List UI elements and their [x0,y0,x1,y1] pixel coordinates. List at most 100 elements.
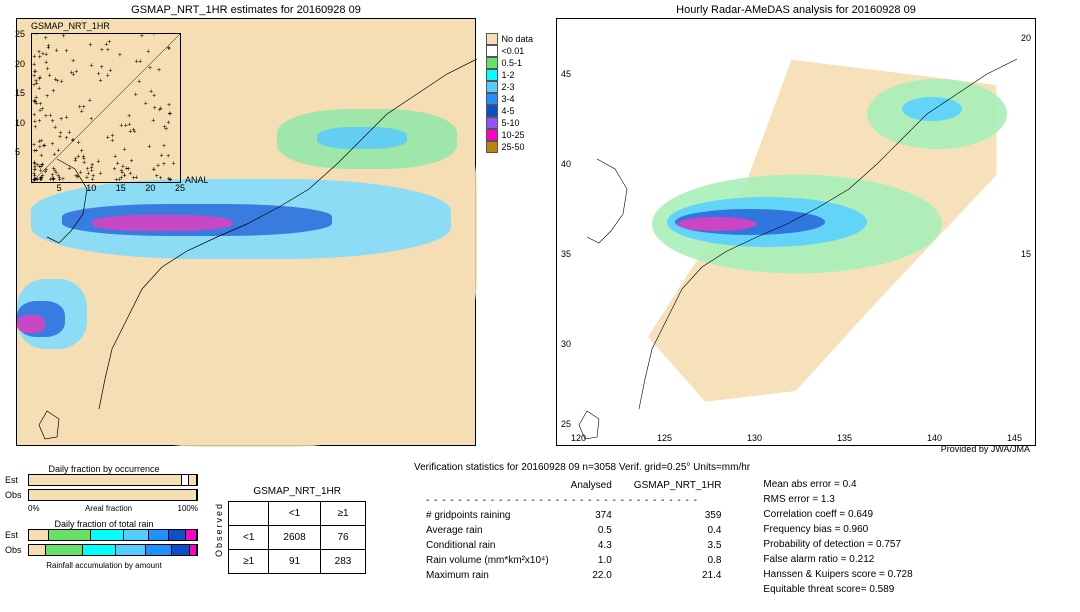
legend-label: 2-3 [501,82,514,92]
svg-text:+: + [144,100,148,107]
svg-text:+: + [45,93,49,100]
right-map-title: Hourly Radar-AMeDAS analysis for 2016092… [556,4,1036,16]
svg-text:+: + [82,160,86,167]
svg-text:+: + [114,177,118,182]
metric-line: Mean abs error = 0.4 [763,477,912,492]
svg-text:+: + [38,177,42,182]
svg-text:+: + [32,61,36,68]
y-tick-right: 20 [1021,33,1031,43]
svg-text:+: + [112,166,116,173]
svg-text:+: + [33,176,37,182]
svg-text:+: + [118,52,122,59]
svg-text:+: + [91,177,95,182]
svg-text:+: + [86,170,90,177]
fraction-bar: Est [28,529,198,541]
top-row: GSMAP_NRT_1HR estimates for 20160928 09 … [4,4,1076,454]
occ-title: Daily fraction by occurrence [4,464,204,474]
fraction-bar: Obs [28,544,198,556]
svg-text:+: + [127,122,131,129]
svg-text:+: + [53,124,57,131]
stat-row-name: Average rain [416,524,559,537]
bar-label: Obs [5,545,22,555]
stat-row-name: Conditional rain [416,539,559,552]
legend-label: 10-25 [501,130,524,140]
svg-text:+: + [140,34,144,40]
svg-text:+: + [35,34,39,37]
inset-label: GSMAP_NRT_1HR [31,21,110,31]
svg-text:+: + [132,129,136,136]
svg-text:+: + [50,141,54,148]
svg-text:+: + [71,58,75,65]
ct-cell: 91 [269,549,320,573]
svg-text:+: + [37,118,41,125]
svg-text:+: + [32,112,36,119]
bar-label: Est [5,475,18,485]
y-tick: 30 [561,339,571,349]
x-tick: 125 [657,433,672,443]
x-tick: 135 [837,433,852,443]
svg-text:+: + [96,158,100,165]
svg-text:+: + [159,175,163,182]
svg-text:+: + [123,147,127,154]
metric-line: False alarm ratio = 0.212 [763,552,912,567]
y-tick: 45 [561,69,571,79]
svg-text:+: + [146,49,150,56]
stats-block: Verification statistics for 20160928 09 … [414,462,1076,597]
svg-text:+: + [79,170,83,177]
svg-text:+: + [64,48,68,55]
svg-text:+: + [88,42,92,49]
stats-table: AnalysedGSMAP_NRT_1HR- - - - - - - - - -… [414,477,733,584]
svg-text:+: + [168,111,172,118]
svg-text:+: + [59,130,63,137]
tot-title: Daily fraction of total rain [4,519,204,529]
svg-text:+: + [39,164,43,171]
svg-text:+: + [167,102,171,109]
fraction-bar: Obs [28,489,198,501]
svg-text:+: + [107,39,111,46]
svg-text:+: + [130,158,134,165]
x-tick: 130 [747,433,762,443]
metric-line: Correlation coeff = 0.649 [763,507,912,522]
svg-text:+: + [74,173,78,180]
bottom-row: Daily fraction by occurrence EstObs 0% A… [4,462,1076,597]
svg-text:+: + [37,85,41,92]
svg-text:+: + [127,113,131,120]
svg-text:+: + [137,78,141,85]
color-legend: No data<0.010.5-11-22-33-44-55-1010-2525… [486,33,533,153]
metric-line: RMS error = 1.3 [763,492,912,507]
svg-text:+: + [53,167,57,174]
svg-text:+: + [119,123,123,130]
stat-row-name: Maximum rain [416,569,559,582]
svg-text:+: + [50,176,54,182]
metric-line: Frequency bias = 0.960 [763,522,912,537]
svg-text:+: + [100,47,104,54]
svg-text:+: + [89,62,93,69]
observed-side-label: Observed [214,502,224,557]
svg-text:+: + [167,46,171,53]
ct-cell: 283 [320,549,366,573]
fraction-bars: Daily fraction by occurrence EstObs 0% A… [4,462,204,597]
svg-text:+: + [147,144,151,151]
svg-text:+: + [106,73,110,80]
svg-text:+: + [38,144,42,151]
svg-text:+: + [81,153,85,160]
svg-text:+: + [65,114,69,121]
svg-text:+: + [89,116,93,123]
stat-row-name: Rain volume (mm*km²x10⁴) [416,554,559,567]
stat-row-name: # gridpoints raining [416,509,559,522]
svg-text:+: + [54,76,58,83]
svg-text:+: + [134,91,138,98]
svg-text:+: + [158,107,162,114]
svg-text:+: + [60,79,64,86]
svg-text:+: + [156,162,160,169]
svg-text:+: + [99,77,103,84]
svg-text:+: + [32,167,36,174]
svg-text:+: + [157,67,161,74]
svg-text:+: + [32,148,36,155]
svg-text:+: + [167,176,171,182]
svg-text:+: + [113,153,117,160]
metric-line: Hanssen & Kuipers score = 0.728 [763,567,912,582]
svg-text:+: + [61,34,65,40]
left-map-title: GSMAP_NRT_1HR estimates for 20160928 09 [16,4,476,16]
y-tick: 40 [561,159,571,169]
